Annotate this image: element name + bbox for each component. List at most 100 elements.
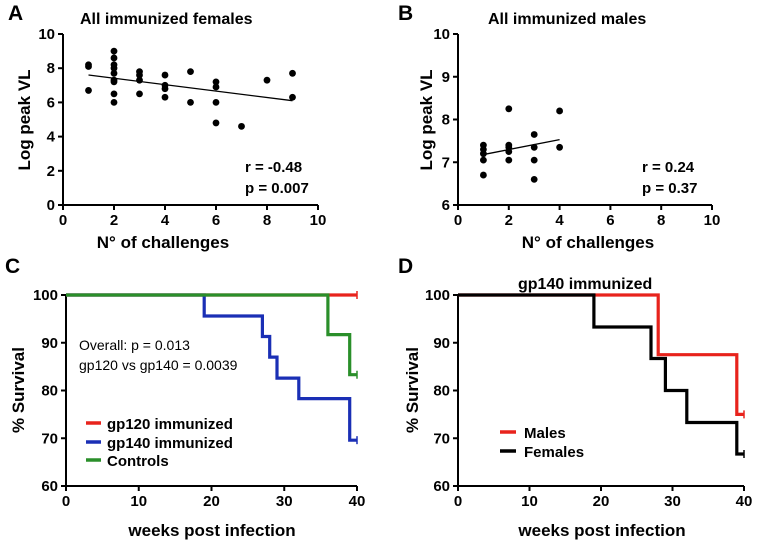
x-tick-label: 8 (657, 212, 665, 229)
panel-d-title: gp140 immunized (518, 276, 652, 293)
panel-b-r-value: r = 0.24 (642, 159, 695, 176)
data-point (480, 171, 487, 179)
legend-label-gp140: gp140 immunized (107, 435, 233, 452)
data-point (161, 71, 169, 79)
survival-curve-males (458, 293, 744, 416)
x-tick-label: 4 (161, 212, 170, 229)
panel-b-p-value: p = 0.37 (642, 180, 697, 197)
legend-label-controls: Controls (107, 453, 169, 470)
y-tick-label: 0 (47, 197, 55, 214)
y-tick-label: 60 (41, 478, 58, 495)
x-tick-label: 8 (263, 212, 271, 229)
data-point (110, 64, 118, 72)
panel-a-p-value: p = 0.007 (245, 180, 309, 197)
data-point (530, 156, 538, 164)
panel-c-xlabel: weeks post infection (127, 521, 295, 540)
y-tick-label: 80 (433, 383, 450, 400)
data-point (110, 47, 118, 55)
data-point (263, 76, 271, 84)
panel-c: C % Survival weeks post infection Overal… (5, 255, 365, 540)
data-point (505, 105, 513, 113)
data-point (110, 78, 118, 86)
data-point (187, 68, 194, 76)
panel-d: D gp140 immunized % Survival weeks post … (398, 255, 752, 540)
legend-label-males: Males (524, 425, 566, 442)
x-tick-label: 40 (349, 493, 366, 510)
data-point (480, 150, 487, 158)
y-tick-label: 60 (433, 478, 450, 495)
data-point (212, 119, 220, 127)
y-tick-label: 9 (442, 69, 450, 86)
y-tick-label: 90 (41, 335, 58, 352)
data-point (505, 148, 513, 155)
x-tick-label: 10 (310, 212, 327, 229)
data-point (289, 69, 296, 77)
data-point (161, 93, 169, 101)
x-tick-label: 4 (555, 212, 564, 229)
x-tick-label: 20 (593, 493, 610, 510)
x-tick-label: 0 (59, 212, 67, 229)
x-tick-label: 2 (110, 212, 118, 229)
data-point (212, 99, 220, 106)
panel-b-xlabel: N° of challenges (522, 233, 654, 252)
y-tick-label: 2 (47, 163, 55, 180)
x-tick-label: 10 (704, 212, 721, 229)
panel-b-title: All immunized males (488, 11, 646, 28)
panel-a-title: All immunized females (80, 11, 253, 28)
panel-a-ylabel: Log peak VL (15, 69, 34, 170)
y-tick-label: 100 (425, 287, 450, 304)
data-point (212, 78, 220, 86)
data-point (289, 93, 296, 101)
regression-line (88, 74, 293, 102)
data-point (161, 85, 169, 93)
legend-label-females: Females (524, 444, 584, 461)
y-tick-label: 6 (47, 94, 55, 111)
panel-letter-c: C (5, 255, 20, 278)
y-tick-label: 10 (38, 26, 55, 43)
x-tick-label: 0 (62, 493, 70, 510)
data-point (110, 90, 118, 98)
data-point (530, 175, 538, 183)
panel-c-comparison-p: gp120 vs gp140 = 0.0039 (79, 357, 238, 373)
y-tick-label: 6 (442, 197, 450, 214)
panel-a-xlabel: N° of challenges (97, 233, 229, 252)
panel-letter-b: B (398, 2, 413, 25)
data-point (136, 76, 143, 84)
y-tick-label: 7 (442, 154, 450, 171)
data-point (85, 61, 92, 69)
data-point (238, 122, 245, 130)
data-point (136, 71, 143, 79)
panel-d-xlabel: weeks post infection (517, 521, 685, 540)
data-point (110, 69, 118, 77)
panel-letter-d: D (398, 255, 413, 278)
y-tick-label: 80 (41, 383, 58, 400)
y-tick-label: 8 (47, 60, 55, 77)
panel-a-plot: 0 2 4 6 8 10 0 2 4 6 8 10 (38, 26, 326, 229)
survival-curve-gp140-immunized (66, 293, 357, 442)
data-point (187, 99, 194, 106)
data-point (530, 131, 538, 138)
survival-curve-females (458, 293, 744, 456)
legend-label-gp120: gp120 immunized (107, 416, 233, 433)
x-tick-label: 30 (664, 493, 681, 510)
y-tick-label: 8 (442, 112, 450, 129)
data-point (556, 143, 563, 151)
panel-a-r-value: r = -0.48 (245, 159, 302, 176)
y-tick-label: 70 (41, 430, 58, 447)
y-tick-label: 90 (433, 335, 450, 352)
y-tick-label: 10 (433, 26, 450, 43)
data-point (480, 156, 487, 164)
x-tick-label: 20 (203, 493, 220, 510)
y-tick-label: 100 (33, 287, 58, 304)
data-point (505, 156, 513, 164)
data-point (556, 107, 563, 115)
data-point (110, 54, 118, 62)
x-tick-label: 2 (505, 212, 513, 229)
data-point (136, 90, 143, 98)
regression-line (483, 138, 560, 156)
x-tick-label: 30 (276, 493, 293, 510)
data-point (530, 143, 538, 151)
y-tick-label: 4 (47, 129, 56, 146)
data-point (110, 99, 118, 106)
